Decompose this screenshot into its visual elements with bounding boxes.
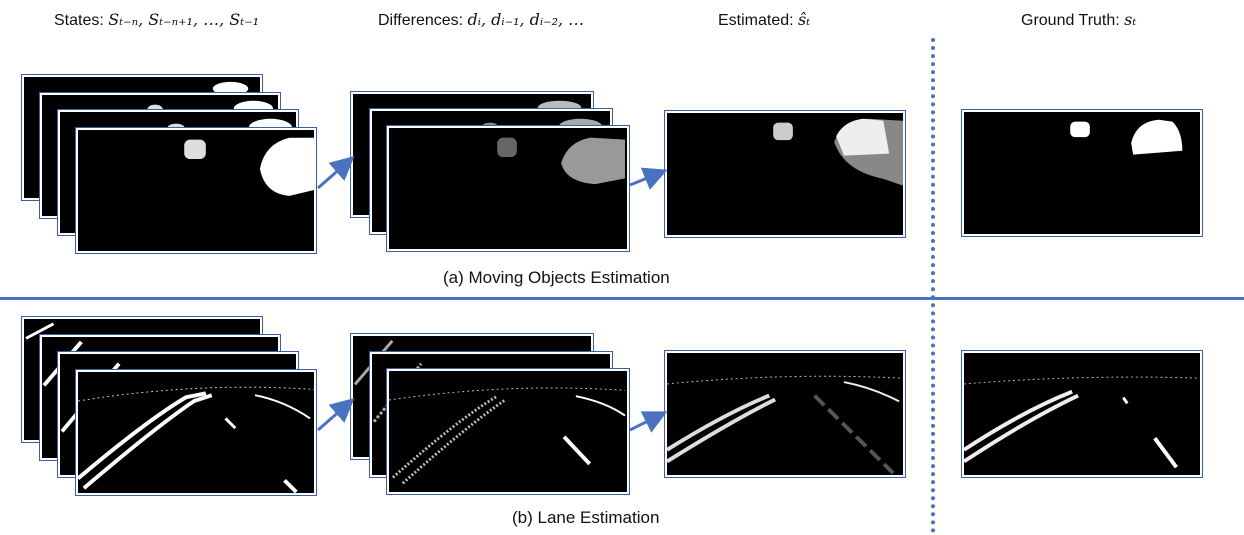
- ground-truth-moving-frame: [962, 110, 1202, 236]
- state-frame-4: [76, 128, 316, 253]
- arrow-differences-to-estimated-b: [629, 411, 668, 433]
- estimated-moving-frame: [665, 111, 905, 237]
- states-header-label: States:: [54, 12, 109, 29]
- estimated-lane-frame: [665, 351, 905, 477]
- caption-moving-objects: (a) Moving Objects Estimation: [443, 268, 670, 287]
- estimated-header: Estimated: ŝₜ: [718, 10, 810, 30]
- lane-difference-frame-3: [387, 369, 629, 494]
- ground-truth-divider: [931, 38, 935, 533]
- caption-lane: (b) Lane Estimation: [512, 508, 660, 527]
- states-header: States: Sₜ₋ₙ, Sₜ₋ₙ₊₁, …, Sₜ₋₁: [54, 10, 259, 30]
- row-divider: [0, 297, 1244, 300]
- ground-truth-header: Ground Truth: sₜ: [1021, 10, 1136, 30]
- states-header-math: Sₜ₋ₙ, Sₜ₋ₙ₊₁, …, Sₜ₋₁: [108, 10, 260, 29]
- estimated-header-label: Estimated:: [718, 12, 799, 29]
- estimated-header-math: ŝₜ: [798, 10, 811, 29]
- differences-header: Differences: dᵢ, dᵢ₋₁, dᵢ₋₂, …: [378, 10, 584, 30]
- lane-state-frame-4: [76, 370, 316, 495]
- differences-header-math: dᵢ, dᵢ₋₁, dᵢ₋₂, …: [467, 10, 585, 29]
- arrow-states-to-differences-b: [317, 398, 355, 432]
- ground-truth-header-label: Ground Truth:: [1021, 12, 1125, 29]
- difference-frame-3: [387, 126, 629, 251]
- ground-truth-lane-frame: [962, 351, 1202, 477]
- differences-header-label: Differences:: [378, 12, 468, 29]
- arrow-states-to-differences-a: [317, 156, 355, 190]
- arrow-differences-to-estimated-a: [629, 167, 668, 190]
- ground-truth-header-math: sₜ: [1124, 10, 1137, 29]
